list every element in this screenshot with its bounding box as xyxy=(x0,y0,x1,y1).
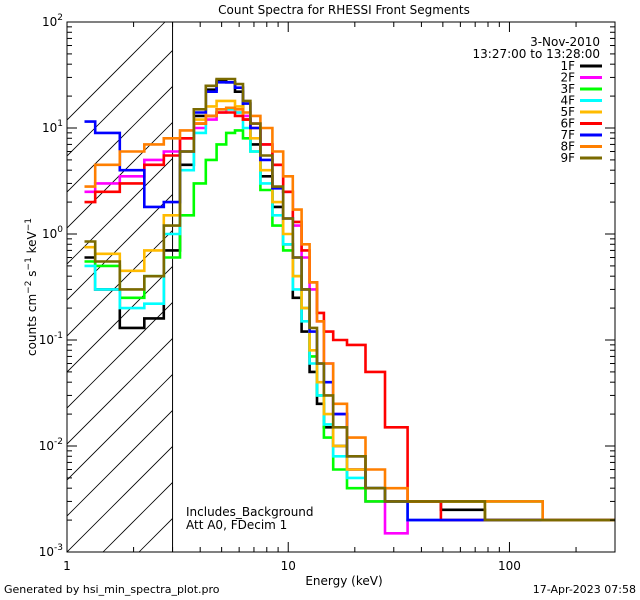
hatch-line xyxy=(67,229,173,337)
legend-label-1F: 1F xyxy=(560,59,575,73)
footer-date-time: 17-Apr-2023 07:58 xyxy=(532,583,636,596)
x-axis-label: Energy (keV) xyxy=(305,574,382,588)
y-tick-label: 10-2 xyxy=(39,437,63,453)
hatched-region xyxy=(67,22,640,552)
y-tick-label: 101 xyxy=(42,119,63,135)
legend-label-7F: 7F xyxy=(560,128,575,142)
hatch-line xyxy=(67,445,173,552)
legend-label-5F: 5F xyxy=(560,105,575,119)
hatch-line xyxy=(67,49,173,157)
plot-frame xyxy=(66,21,616,553)
footer-generated-by: Generated by hsi_min_spectra_plot.pro xyxy=(4,583,220,596)
hatch-line xyxy=(102,481,173,552)
y-axis-label: counts cm−2 s−1 keV−1 xyxy=(24,218,39,356)
legend-label-3F: 3F xyxy=(560,82,575,96)
legend-label-8F: 8F xyxy=(560,140,575,154)
hatch-line xyxy=(427,22,640,552)
time-range-label: 13:27:00 to 13:28:00 xyxy=(473,47,600,61)
series-line-9F xyxy=(84,77,615,522)
date-label: 3-Nov-2010 xyxy=(530,35,600,49)
hatch-line xyxy=(67,193,173,301)
legend-label-6F: 6F xyxy=(560,117,575,131)
legend-label-4F: 4F xyxy=(560,94,575,108)
svg-text:counts cm−2 s−1 keV−1: counts cm−2 s−1 keV−1 xyxy=(24,218,39,356)
hatch-line xyxy=(607,22,640,552)
hatch-line xyxy=(67,157,173,265)
legend-label-2F: 2F xyxy=(560,71,575,85)
y-tick-label: 10-3 xyxy=(39,543,63,559)
chart-title: Count Spectra for RHESSI Front Segments xyxy=(218,3,470,17)
hatch-line xyxy=(391,22,640,552)
y-tick-label: 102 xyxy=(42,13,63,29)
hatch-line xyxy=(67,22,166,121)
hatch-line xyxy=(67,85,173,193)
series-line-3F xyxy=(84,129,615,522)
x-tick-label: 100 xyxy=(498,559,521,573)
y-tick-label: 100 xyxy=(42,225,63,241)
y-tick-label: 10-1 xyxy=(39,331,63,347)
annotation-attenuator: Att A0, FDecim 1 xyxy=(186,518,287,532)
series-line-8F xyxy=(84,106,615,522)
hatch-line xyxy=(67,265,173,373)
annotation-background: Includes_Background xyxy=(186,505,314,519)
hatch-line xyxy=(211,22,640,552)
legend-label-9F: 9F xyxy=(560,151,575,165)
hatch-line xyxy=(67,373,173,481)
hatch-line xyxy=(67,409,173,517)
hatch-line xyxy=(463,22,640,552)
x-tick-label: 10 xyxy=(281,559,296,573)
x-tick-label: 1 xyxy=(63,559,71,573)
